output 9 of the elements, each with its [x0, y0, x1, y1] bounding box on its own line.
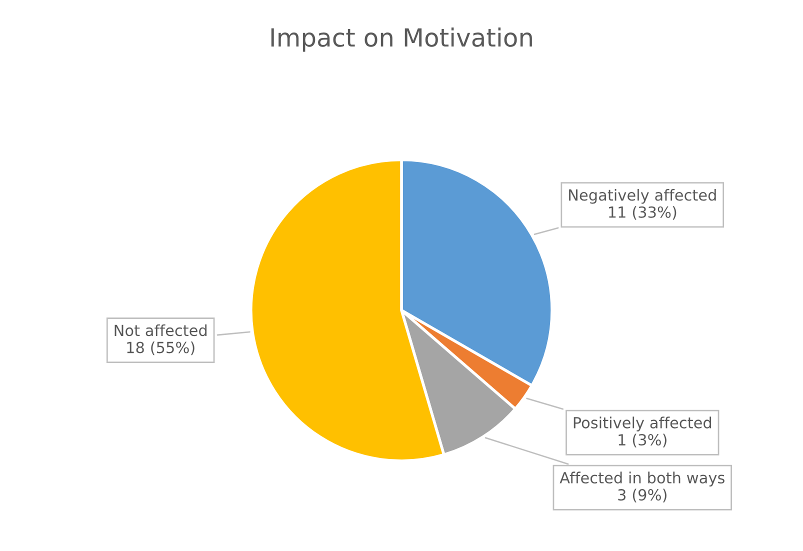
slice-label: Negatively affected	[569, 188, 716, 204]
chart-title: Impact on Motivation	[271, 28, 532, 52]
data-label: 1 (3%)	[618, 434, 666, 448]
data-label: 18 (55%)	[127, 341, 194, 356]
slice-label: Not affected	[114, 324, 207, 336]
slice-label: Positively affected	[574, 416, 712, 432]
data-label: 11 (33%)	[608, 206, 676, 220]
slice-label: Affected in both ways	[560, 472, 724, 486]
data-label: 3 (9%)	[618, 488, 666, 502]
